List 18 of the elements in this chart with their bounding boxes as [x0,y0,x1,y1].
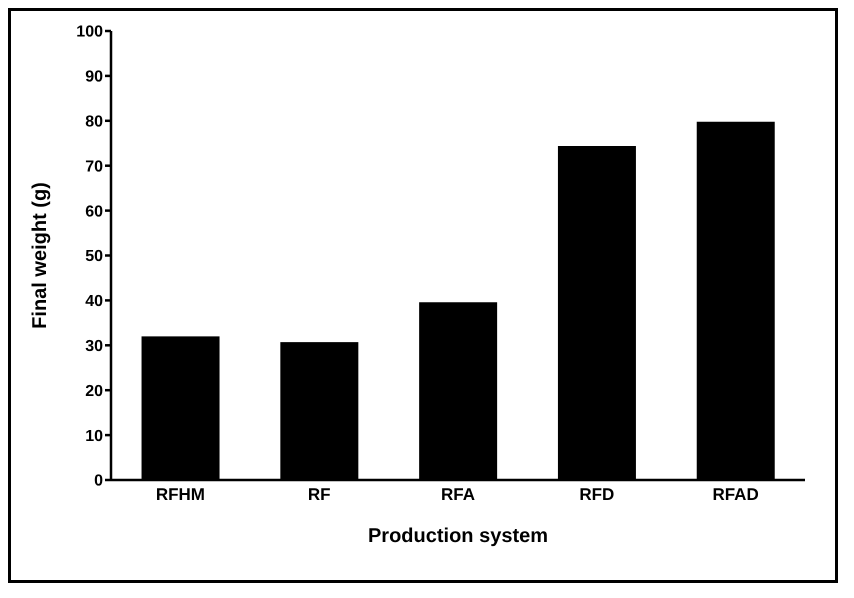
x-tick-label: RFAD [712,485,759,504]
x-axis-title: Production system [368,525,548,547]
y-tick-label: 80 [85,113,104,130]
x-tick-label: RFD [579,485,614,504]
x-tick-label: RFHM [156,485,205,504]
x-tick-label: RFA [441,485,475,504]
y-tick-label: 30 [85,338,104,355]
x-tick-label: RF [308,485,331,504]
y-tick-label: 100 [76,24,104,41]
y-tick-label: 0 [94,472,104,490]
y-tick-label: 60 [85,203,104,220]
y-axis-title: Final weight (g) [29,182,52,329]
y-tick-label: 50 [85,248,104,266]
y-tick-label: 90 [85,68,104,86]
y-tick-label: 40 [85,293,104,310]
y-tick-label: 70 [85,158,104,176]
y-tick-label: 10 [85,428,104,445]
y-tick-label: 20 [85,382,104,400]
